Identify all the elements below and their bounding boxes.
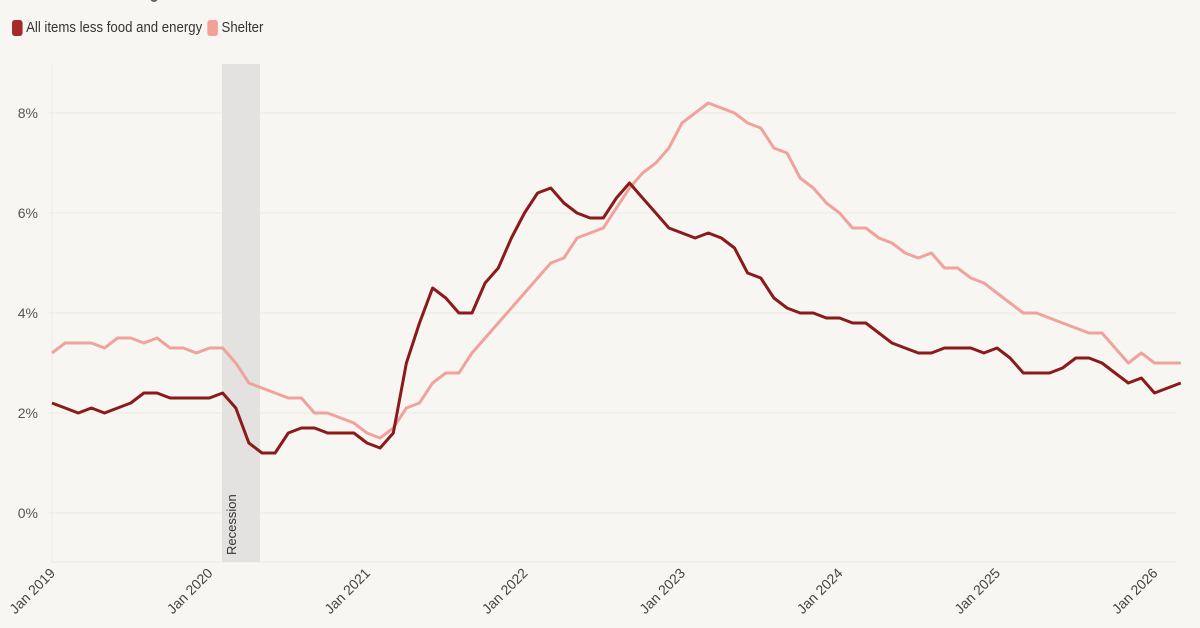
x-tick-label: Jan 2026 [1109,565,1161,617]
x-tick-label: Jan 2022 [479,565,531,617]
y-tick-label: 8% [18,105,38,121]
series-line-core-cpi [51,181,1182,455]
legend-item-core-cpi[interactable]: All items less food and energy [12,19,202,36]
x-tick-label: Jan 2024 [794,565,846,617]
gridlines [48,64,1176,563]
x-tick-label: Jan 2020 [164,565,216,617]
y-tick-label: 6% [18,205,38,221]
legend: All items less food and energy Shelter [12,19,265,36]
x-tick-label: Jan 2021 [321,565,373,617]
legend-item-shelter[interactable]: Shelter [207,19,263,36]
cut-off-title-fragment [150,0,158,2]
y-tick-label: 2% [18,405,38,421]
y-axis: 0% 2% 4% 6% 8% [18,105,38,521]
legend-label-shelter: Shelter [221,19,264,36]
y-tick-label: 4% [18,305,38,321]
x-tick-label: Jan 2023 [636,565,688,617]
x-tick-label: Jan 2019 [6,565,58,617]
y-tick-label: 0% [18,505,38,521]
legend-label-core-cpi: All items less food and energy [26,19,203,36]
legend-swatch-core-cpi [12,19,23,36]
recession-band [222,64,260,562]
recession-label: Recession [224,494,239,555]
x-tick-label: Jan 2025 [951,565,1003,617]
x-axis: Jan 2019 Jan 2020 Jan 2021 Jan 2022 Jan 2023… [6,565,1161,617]
series-line-shelter [51,101,1181,440]
legend-swatch-shelter [207,19,219,36]
